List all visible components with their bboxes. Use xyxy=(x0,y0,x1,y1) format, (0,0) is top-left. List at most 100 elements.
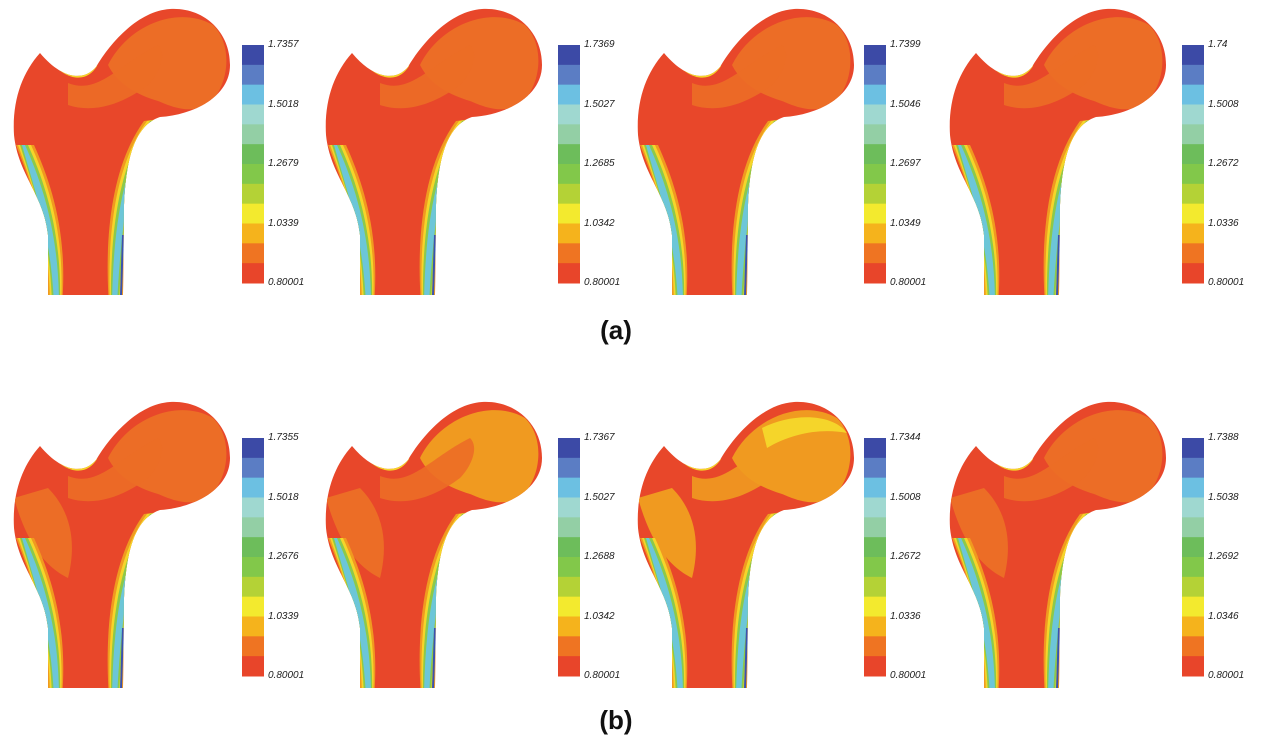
colorbar-segment xyxy=(558,183,580,205)
colorbar-tick-label: 1.2685 xyxy=(584,158,615,169)
neck-region xyxy=(68,45,163,109)
colorbar-segment xyxy=(558,557,580,578)
colorbar-tick-label: 0.80001 xyxy=(1208,277,1245,288)
colorbar-segment xyxy=(558,164,580,185)
color-legend: 1.7344 1.5008 1.2672 1.0336 0.80001 xyxy=(864,398,944,698)
colorbar-segment xyxy=(242,616,264,637)
colorbar-segment xyxy=(864,477,886,498)
colorbar-segment xyxy=(864,438,886,459)
colorbar-tick-label: 1.5008 xyxy=(890,491,921,503)
trochanter-region xyxy=(326,488,384,578)
medial-cortex-band xyxy=(958,538,995,688)
figure-row: 1.7355 1.5018 1.2676 1.0339 0.80001 1.7367 1.5… xyxy=(0,398,1261,698)
colorbar-segment xyxy=(1182,164,1204,185)
colorbar-segment xyxy=(558,263,580,284)
colorbar-segment xyxy=(864,164,886,185)
lateral-edge xyxy=(1056,234,1060,295)
color-legend: 1.7357 1.5018 1.2679 1.0339 0.80001 xyxy=(242,5,322,305)
colorbar-segment xyxy=(242,263,264,284)
colorbar-tick-label: 1.7388 xyxy=(1208,432,1239,443)
colorbar xyxy=(242,45,264,284)
medial-cortex-band xyxy=(958,145,995,295)
color-legend: 1.7369 1.5027 1.2685 1.0342 0.80001 xyxy=(558,5,638,305)
colorbar-tick-label: 1.0339 xyxy=(268,610,299,622)
colorbar-segment xyxy=(242,223,264,244)
colorbar-tick-label: 1.2697 xyxy=(890,158,921,169)
colorbar-segment xyxy=(1182,243,1204,264)
colorbar-tick-label: 1.7355 xyxy=(268,432,299,443)
contour-panel: 1.7399 1.5046 1.2697 1.0349 0.80001 xyxy=(632,5,947,305)
neck-region xyxy=(380,438,475,502)
medial-cortex-band xyxy=(644,538,685,688)
colorbar-tick-label: 1.0336 xyxy=(1208,217,1239,229)
colorbar xyxy=(1182,45,1204,284)
colorbar-segment xyxy=(864,636,886,657)
colorbar-segment xyxy=(242,477,264,498)
lateral-edge xyxy=(744,234,748,295)
colorbar-segment xyxy=(864,576,886,598)
colorbar-segment xyxy=(864,183,886,205)
colorbar-segment xyxy=(242,517,264,538)
colorbar-segment xyxy=(242,438,264,459)
colorbar-segment xyxy=(242,124,264,145)
femur-contour-plot xyxy=(325,8,542,295)
colorbar-segment xyxy=(242,45,264,66)
femur-contour-plot xyxy=(637,401,854,688)
colorbar-segment xyxy=(558,616,580,637)
colorbar-segment xyxy=(864,457,886,479)
colorbar xyxy=(864,45,886,284)
colorbar-tick-label: 0.80001 xyxy=(890,670,927,681)
colorbar-segment xyxy=(558,203,580,224)
trochanter-region xyxy=(638,488,696,578)
colorbar-segment xyxy=(1182,576,1204,598)
colorbar-segment xyxy=(864,84,886,105)
colorbar-segment xyxy=(1182,183,1204,205)
medial-cortex-band xyxy=(334,538,371,688)
trochanter-region xyxy=(14,488,72,578)
medial-cortex-band xyxy=(20,538,61,688)
colorbar-segment xyxy=(242,183,264,205)
colorbar-segment xyxy=(1182,263,1204,284)
colorbar-segment xyxy=(864,517,886,538)
colorbar-tick-label: 1.5027 xyxy=(584,98,615,110)
figure-row: 1.7357 1.5018 1.2679 1.0339 0.80001 1.7369 1.5… xyxy=(0,5,1261,305)
colorbar-segment xyxy=(1182,223,1204,244)
medial-cortex-band xyxy=(22,538,59,688)
colorbar-segment xyxy=(864,616,886,637)
colorbar-segment xyxy=(558,84,580,105)
colorbar-segment xyxy=(558,223,580,244)
colorbar-segment xyxy=(864,557,886,578)
colorbar-segment xyxy=(242,497,264,518)
contour-panel: 1.7388 1.5038 1.2692 1.0346 0.80001 xyxy=(944,398,1259,698)
colorbar-segment xyxy=(242,243,264,264)
colorbar-segment xyxy=(242,596,264,617)
femur-contour-plot xyxy=(949,401,1166,688)
colorbar-segment xyxy=(558,596,580,617)
colorbar-segment xyxy=(558,636,580,657)
colorbar-segment xyxy=(242,84,264,105)
neck-region xyxy=(1004,438,1099,502)
colorbar-tick-label: 1.7399 xyxy=(890,39,921,50)
colorbar-segment xyxy=(558,45,580,66)
contour-panel: 1.7355 1.5018 1.2676 1.0339 0.80001 xyxy=(8,398,323,698)
colorbar-tick-label: 1.5027 xyxy=(584,491,615,503)
colorbar xyxy=(864,438,886,677)
lateral-edge xyxy=(432,627,436,688)
lateral-edge xyxy=(744,627,748,688)
colorbar-segment xyxy=(1182,656,1204,677)
color-legend: 1.7388 1.5038 1.2692 1.0346 0.80001 xyxy=(1182,398,1261,698)
colorbar-segment xyxy=(558,656,580,677)
colorbar-tick-label: 1.0346 xyxy=(1208,610,1239,622)
row-caption: (b) xyxy=(599,705,633,735)
colorbar-segment xyxy=(1182,596,1204,617)
color-legend: 1.7355 1.5018 1.2676 1.0339 0.80001 xyxy=(242,398,322,698)
colorbar-segment xyxy=(864,497,886,518)
colorbar-tick-label: 1.0349 xyxy=(890,217,921,229)
colorbar-segment xyxy=(558,104,580,125)
medial-cortex-band xyxy=(334,145,371,295)
medial-cortex-band xyxy=(956,538,997,688)
colorbar-tick-label: 1.7367 xyxy=(584,432,615,443)
colorbar-segment xyxy=(1182,557,1204,578)
contour-panel: 1.74 1.5008 1.2672 1.0336 0.80001 xyxy=(944,5,1259,305)
